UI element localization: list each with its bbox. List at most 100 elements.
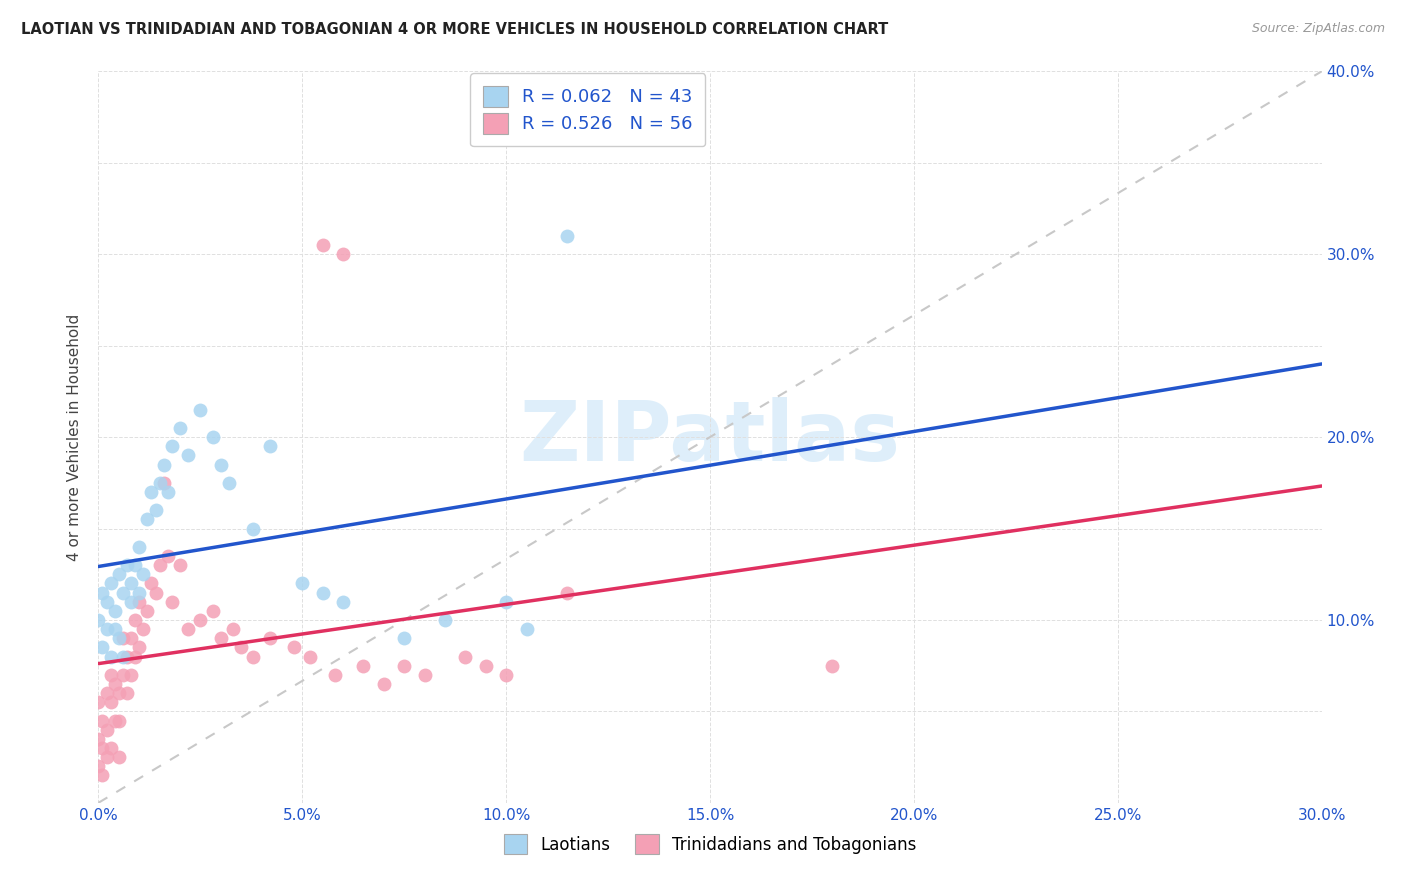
Point [259, 439, 281, 453]
Point [259, 632, 281, 646]
Point [100, 695, 122, 709]
Point [111, 667, 134, 681]
Point [108, 686, 131, 700]
Point [169, 421, 191, 435]
Point [104, 677, 127, 691]
Point [124, 613, 146, 627]
Point [149, 558, 172, 573]
Point [218, 475, 240, 490]
Point [96, 622, 118, 636]
Point [352, 658, 374, 673]
Point [120, 667, 142, 681]
Point [136, 512, 159, 526]
Point [516, 622, 538, 636]
Point [188, 613, 212, 627]
Point [115, 649, 138, 664]
Point [291, 576, 314, 591]
Point [152, 458, 174, 472]
Point [111, 649, 134, 664]
Legend: Laotians, Trinidadians and Tobagonians: Laotians, Trinidadians and Tobagonians [496, 828, 924, 860]
Point [434, 613, 457, 627]
Point [413, 667, 436, 681]
Point [231, 640, 253, 655]
Point [160, 439, 183, 453]
Point [108, 632, 131, 646]
Point [156, 485, 179, 500]
Point [124, 558, 146, 573]
Point [104, 604, 127, 618]
Point [104, 714, 127, 728]
Point [312, 238, 335, 252]
Text: Source: ZipAtlas.com: Source: ZipAtlas.com [1251, 22, 1385, 36]
Point [495, 667, 517, 681]
Point [108, 714, 131, 728]
Point [108, 567, 131, 582]
Point [115, 558, 138, 573]
Point [495, 594, 517, 608]
Point [91, 740, 114, 755]
Point [100, 649, 122, 664]
Point [201, 604, 224, 618]
Point [120, 594, 142, 608]
Point [149, 475, 172, 490]
Point [141, 485, 163, 500]
Point [160, 594, 183, 608]
Point [96, 686, 118, 700]
Point [392, 632, 416, 646]
Text: ZIPatlas: ZIPatlas [520, 397, 900, 477]
Point [188, 402, 212, 417]
Point [373, 677, 395, 691]
Point [128, 594, 150, 608]
Point [128, 640, 150, 655]
Point [115, 686, 138, 700]
Point [91, 640, 114, 655]
Point [323, 667, 346, 681]
Point [91, 585, 114, 599]
Text: LAOTIAN VS TRINIDADIAN AND TOBAGONIAN 4 OR MORE VEHICLES IN HOUSEHOLD CORRELATIO: LAOTIAN VS TRINIDADIAN AND TOBAGONIAN 4 … [21, 22, 889, 37]
Point [821, 658, 844, 673]
Point [156, 549, 179, 563]
Point [108, 750, 131, 764]
Point [91, 768, 114, 782]
Point [100, 740, 122, 755]
Point [177, 448, 200, 462]
Point [209, 458, 232, 472]
Point [120, 632, 142, 646]
Point [169, 558, 191, 573]
Point [111, 632, 134, 646]
Point [283, 640, 305, 655]
Point [132, 567, 155, 582]
Point [104, 622, 127, 636]
Point [87, 613, 110, 627]
Point [87, 731, 110, 746]
Y-axis label: 4 or more Vehicles in Household: 4 or more Vehicles in Household [67, 313, 83, 561]
Point [222, 622, 245, 636]
Point [392, 658, 416, 673]
Point [299, 649, 322, 664]
Point [136, 604, 159, 618]
Point [111, 585, 134, 599]
Point [454, 649, 477, 664]
Point [100, 667, 122, 681]
Point [145, 503, 167, 517]
Point [152, 475, 174, 490]
Point [209, 632, 232, 646]
Point [96, 723, 118, 737]
Point [332, 594, 354, 608]
Point [128, 585, 150, 599]
Point [87, 759, 110, 773]
Point [242, 649, 264, 664]
Point [177, 622, 200, 636]
Point [474, 658, 498, 673]
Point [87, 695, 110, 709]
Point [128, 540, 150, 554]
Point [124, 649, 146, 664]
Point [312, 585, 335, 599]
Point [96, 594, 118, 608]
Point [96, 750, 118, 764]
Point [91, 714, 114, 728]
Point [242, 521, 264, 535]
Point [145, 585, 167, 599]
Point [120, 576, 142, 591]
Point [555, 229, 579, 244]
